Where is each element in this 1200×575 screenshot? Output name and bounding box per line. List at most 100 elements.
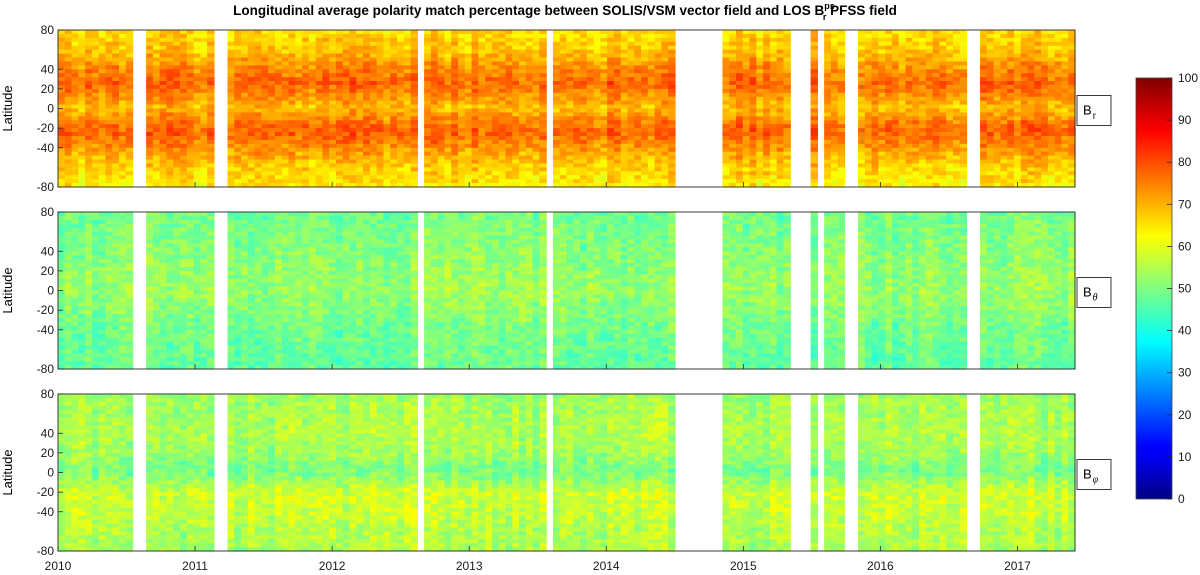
heatmap-cell xyxy=(586,92,595,98)
heatmap-cell xyxy=(566,100,574,106)
heatmap-cell xyxy=(424,147,432,153)
heatmap-cell xyxy=(810,120,818,125)
heatmap-cell xyxy=(932,92,940,98)
heatmap-cell xyxy=(98,112,107,117)
heatmap-cell xyxy=(783,30,791,35)
heatmap-cell xyxy=(186,120,195,125)
heatmap-cell xyxy=(837,96,846,102)
heatmap-cell xyxy=(424,132,432,137)
heatmap-cell xyxy=(742,132,751,137)
heatmap-cell xyxy=(58,104,66,110)
heatmap-cell xyxy=(180,53,188,59)
heatmap-cell xyxy=(1041,53,1049,59)
heatmap-cell xyxy=(525,57,534,62)
heatmap-cell xyxy=(444,49,452,55)
heatmap-cell xyxy=(600,128,608,133)
heatmap-cell xyxy=(776,81,785,86)
heatmap-cell xyxy=(207,116,215,121)
heatmap-cell xyxy=(634,124,642,129)
heatmap-cell xyxy=(1034,73,1042,78)
heatmap-cell xyxy=(925,155,934,161)
heatmap-cell xyxy=(369,65,378,70)
heatmap-cell xyxy=(905,73,913,78)
heatmap-cell xyxy=(525,179,534,184)
heatmap-cell xyxy=(119,41,127,47)
heatmap-cell xyxy=(119,96,127,102)
heatmap-cell xyxy=(437,73,446,78)
heatmap-cell xyxy=(451,151,459,157)
heatmap-cell xyxy=(871,147,879,153)
heatmap-cell xyxy=(627,139,635,145)
heatmap-cell xyxy=(607,167,615,172)
heatmap-cell xyxy=(369,61,378,66)
heatmap-cell xyxy=(769,128,778,133)
heatmap-cell xyxy=(430,167,439,172)
heatmap-cell xyxy=(288,37,296,43)
heatmap-cell xyxy=(274,88,283,94)
heatmap-cell xyxy=(993,163,1002,168)
heatmap-cell xyxy=(193,116,201,121)
heatmap-cell xyxy=(871,69,879,74)
heatmap-cell xyxy=(247,104,256,110)
heatmap-cell xyxy=(64,167,73,172)
heatmap-cell xyxy=(912,49,920,55)
heatmap-cell xyxy=(356,128,364,133)
heatmap-cell xyxy=(85,147,93,153)
heatmap-cell xyxy=(329,41,337,47)
heatmap-cell xyxy=(410,41,418,47)
heatmap-cell xyxy=(397,100,405,106)
heatmap-cell xyxy=(505,69,513,74)
heatmap-cell xyxy=(478,104,486,110)
heatmap-cell xyxy=(403,57,412,62)
heatmap-cell xyxy=(898,96,907,102)
heatmap-cell xyxy=(512,143,520,149)
heatmap-cell xyxy=(464,84,473,90)
heatmap-cell xyxy=(519,53,527,59)
heatmap-cell xyxy=(871,84,879,90)
heatmap-cell xyxy=(600,143,608,149)
heatmap-cell xyxy=(125,179,134,184)
heatmap-cell xyxy=(586,112,595,117)
heatmap-cell xyxy=(349,112,357,117)
heatmap-cell xyxy=(912,116,920,121)
heatmap-cell xyxy=(451,77,459,82)
heatmap-cell xyxy=(871,61,879,66)
heatmap-cell xyxy=(241,41,249,47)
heatmap-cell xyxy=(349,41,357,47)
heatmap-cell xyxy=(946,112,954,117)
heatmap-cell xyxy=(878,57,886,62)
heatmap-cell xyxy=(464,183,473,188)
heatmap-cell xyxy=(78,167,86,172)
heatmap-cell xyxy=(607,139,615,145)
heatmap-cell xyxy=(905,65,913,70)
heatmap-cell xyxy=(112,120,120,125)
heatmap-cell xyxy=(736,155,744,161)
heatmap-cell xyxy=(837,61,846,66)
heatmap-cell xyxy=(383,135,391,141)
heatmap-cell xyxy=(152,147,161,153)
heatmap-cell xyxy=(85,37,93,43)
heatmap-cell xyxy=(559,53,568,59)
heatmap-cell xyxy=(383,53,391,59)
heatmap-cell xyxy=(71,183,79,188)
heatmap-cell xyxy=(532,155,540,161)
heatmap-cell xyxy=(458,65,466,70)
heatmap-cell xyxy=(871,183,879,188)
heatmap-cell xyxy=(763,96,771,102)
heatmap-cell xyxy=(722,120,730,125)
heatmap-cell xyxy=(71,100,79,106)
heatmap-cell xyxy=(580,41,588,47)
heatmap-cell xyxy=(105,151,113,157)
heatmap-cell xyxy=(234,30,242,35)
heatmap-cell xyxy=(573,128,581,133)
heatmap-cell xyxy=(308,100,317,106)
heatmap-cell xyxy=(756,104,764,110)
heatmap-cell xyxy=(498,179,507,184)
heatmap-cell xyxy=(430,65,439,70)
heatmap-cell xyxy=(647,84,656,90)
heatmap-cell xyxy=(193,73,201,78)
heatmap-cell xyxy=(952,179,961,184)
heatmap-cell xyxy=(491,81,500,86)
heatmap-cell xyxy=(349,151,357,157)
heatmap-cell xyxy=(952,57,961,62)
